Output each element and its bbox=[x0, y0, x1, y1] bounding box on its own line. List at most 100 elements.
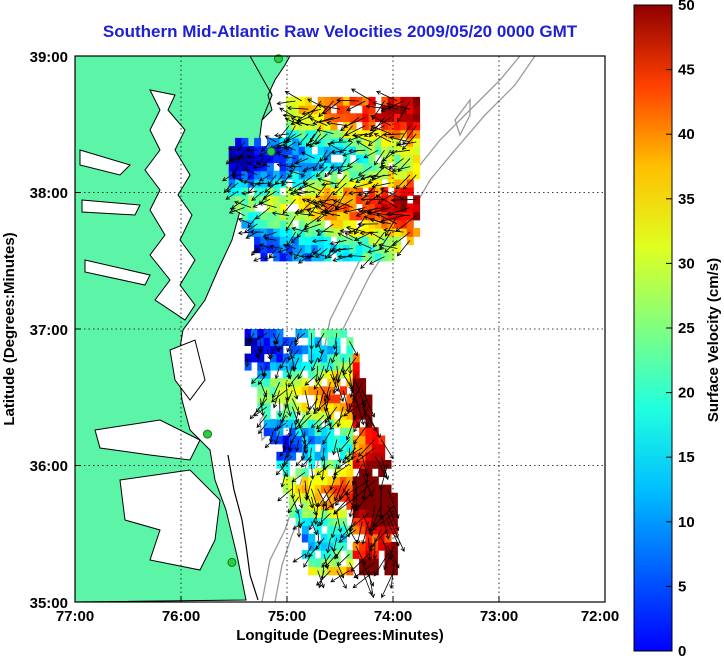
velocity-cell bbox=[285, 121, 293, 131]
velocity-cell bbox=[317, 154, 325, 164]
velocity-vector bbox=[348, 148, 366, 154]
velocity-cell bbox=[311, 211, 319, 221]
velocity-cell bbox=[406, 170, 414, 180]
velocity-vector bbox=[384, 240, 398, 253]
velocity-cell bbox=[400, 162, 408, 172]
velocity-cell bbox=[406, 203, 414, 213]
velocity-cell bbox=[362, 105, 370, 114]
velocity-vector bbox=[336, 570, 347, 590]
velocity-cell bbox=[292, 105, 300, 114]
velocity-vector bbox=[383, 545, 395, 571]
velocity-cell bbox=[311, 162, 319, 172]
velocity-cell bbox=[336, 244, 344, 254]
velocity-cell bbox=[336, 195, 344, 204]
velocity-cell bbox=[359, 410, 367, 420]
velocity-cell bbox=[406, 96, 414, 106]
velocity-cell bbox=[340, 468, 347, 477]
velocity-cell bbox=[365, 435, 373, 445]
velocity-cell bbox=[273, 195, 281, 204]
velocity-cell bbox=[285, 219, 293, 229]
velocity-cell bbox=[352, 525, 360, 535]
velocity-vector bbox=[236, 141, 245, 152]
velocity-cell bbox=[394, 228, 402, 237]
velocity-cell bbox=[314, 435, 322, 445]
velocity-cell bbox=[228, 178, 236, 188]
velocity-vector bbox=[288, 169, 302, 176]
velocity-cell bbox=[343, 154, 351, 164]
velocity-cell bbox=[298, 211, 306, 221]
velocity-vector bbox=[330, 521, 338, 539]
velocity-cell bbox=[394, 211, 402, 221]
velocity-cell bbox=[371, 492, 379, 502]
velocity-cell bbox=[289, 427, 297, 437]
velocity-cell bbox=[317, 195, 325, 204]
station-marker bbox=[266, 147, 276, 157]
velocity-cell bbox=[317, 203, 325, 213]
velocity-cell bbox=[371, 460, 379, 469]
x-tick-label: 72:00 bbox=[581, 608, 619, 625]
velocity-vector bbox=[291, 496, 300, 515]
velocity-cell bbox=[387, 121, 395, 131]
velocity-cell bbox=[305, 96, 312, 106]
velocity-vector bbox=[324, 357, 331, 374]
velocity-vector bbox=[359, 207, 385, 214]
velocity-cell bbox=[324, 121, 332, 131]
velocity-cell bbox=[273, 211, 281, 221]
velocity-vector bbox=[312, 117, 334, 126]
velocity-vector bbox=[316, 207, 334, 222]
velocity-vector bbox=[349, 382, 363, 409]
velocity-vector bbox=[402, 125, 417, 146]
velocity-cell bbox=[311, 137, 319, 147]
velocity-cell bbox=[371, 566, 379, 576]
velocity-cell bbox=[400, 211, 408, 221]
velocity-vector bbox=[260, 390, 268, 408]
velocity-cell bbox=[276, 345, 284, 355]
velocity-cell bbox=[327, 394, 335, 404]
velocity-vector bbox=[369, 117, 392, 132]
velocity-cell bbox=[343, 219, 351, 229]
velocity-vector bbox=[372, 504, 395, 528]
velocity-vector bbox=[290, 117, 309, 126]
velocity-cell bbox=[273, 219, 281, 229]
velocity-cell bbox=[406, 187, 414, 196]
velocity-cell bbox=[285, 228, 293, 237]
velocity-cell bbox=[314, 492, 322, 502]
velocity-cell bbox=[384, 525, 392, 535]
velocity-cell bbox=[413, 162, 421, 172]
velocity-cell bbox=[343, 236, 351, 245]
velocity-cell bbox=[336, 146, 344, 155]
velocity-cell bbox=[254, 211, 262, 221]
velocity-vector bbox=[227, 146, 239, 152]
colorbar-tick-label: 25 bbox=[678, 320, 695, 337]
velocity-vector bbox=[317, 488, 331, 508]
velocity-cell bbox=[320, 353, 328, 363]
velocity-cell bbox=[317, 244, 325, 254]
velocity-cell bbox=[413, 129, 421, 139]
velocity-cell bbox=[381, 203, 389, 213]
velocity-cell bbox=[320, 541, 328, 551]
velocity-cell bbox=[266, 228, 274, 237]
velocity-cell bbox=[282, 435, 290, 445]
y-tick-label: 36:00 bbox=[30, 458, 68, 475]
velocity-cell bbox=[375, 203, 382, 213]
velocity-vector bbox=[349, 341, 358, 357]
velocity-cell bbox=[336, 203, 344, 213]
velocity-cell bbox=[254, 146, 262, 155]
velocity-vector bbox=[231, 172, 245, 178]
velocity-vector bbox=[358, 166, 373, 176]
colorbar-tick-label: 35 bbox=[678, 191, 695, 208]
velocity-cell bbox=[387, 244, 395, 254]
velocity-cell bbox=[365, 402, 373, 412]
velocity-vector bbox=[336, 553, 350, 567]
velocity-vector bbox=[389, 562, 395, 590]
velocity-vector bbox=[310, 464, 315, 480]
velocity-cell bbox=[349, 228, 357, 237]
velocity-vector bbox=[360, 256, 373, 269]
velocity-cell bbox=[270, 419, 277, 428]
velocity-cell bbox=[314, 558, 322, 568]
velocity-cell bbox=[251, 337, 258, 346]
velocity-vector bbox=[395, 215, 417, 232]
velocity-cell bbox=[349, 170, 357, 180]
velocity-cell bbox=[324, 162, 332, 172]
velocity-cell bbox=[292, 121, 300, 131]
